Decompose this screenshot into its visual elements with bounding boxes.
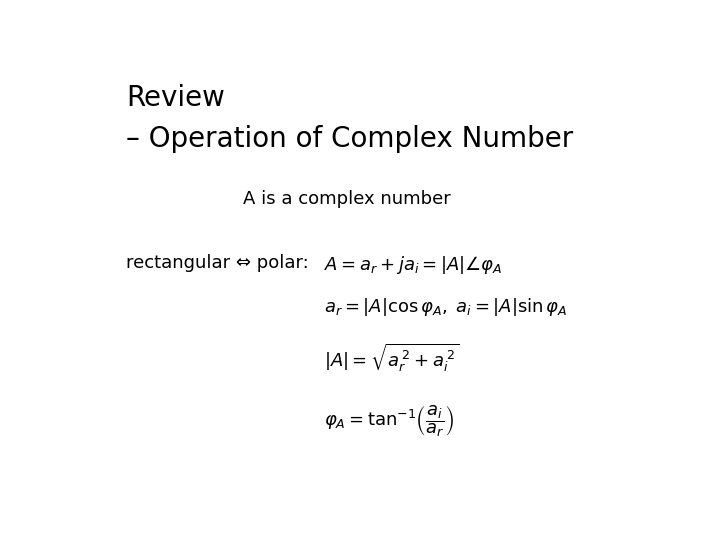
Text: rectangular ⇔ polar:: rectangular ⇔ polar: — [126, 254, 309, 272]
Text: $A = a_r + ja_i =|A|\angle\varphi_A$: $A = a_r + ja_i =|A|\angle\varphi_A$ — [324, 254, 503, 276]
Text: $\varphi_A = \tan^{-1}\!\left(\dfrac{a_i}{a_r}\right)$: $\varphi_A = \tan^{-1}\!\left(\dfrac{a_i… — [324, 404, 454, 440]
Text: A is a complex number: A is a complex number — [243, 190, 451, 207]
Text: $a_r =|A|\cos\varphi_A, \; a_i =|A|\sin\varphi_A$: $a_r =|A|\cos\varphi_A, \; a_i =|A|\sin\… — [324, 295, 568, 318]
Text: Review: Review — [126, 84, 225, 112]
Text: $|A|= \sqrt{a_r^{\,2} + a_i^{\,2}}$: $|A|= \sqrt{a_r^{\,2} + a_i^{\,2}}$ — [324, 341, 459, 374]
Text: – Operation of Complex Number: – Operation of Complex Number — [126, 125, 574, 153]
